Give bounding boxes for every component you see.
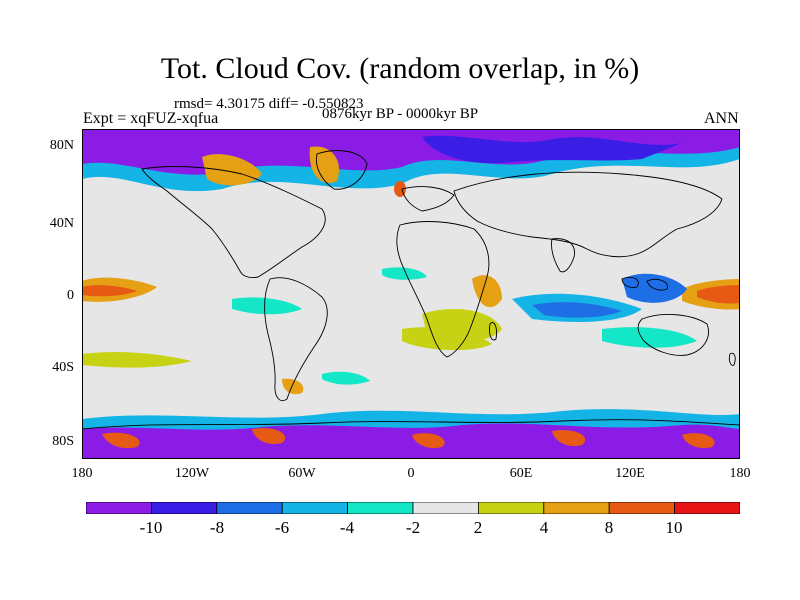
colorbar-box <box>608 502 676 514</box>
colorbar-label: -8 <box>209 518 225 537</box>
colorbar-box <box>86 502 152 514</box>
coastlines <box>82 150 740 430</box>
lat-label-80n: 80N <box>49 138 74 153</box>
season-label: ANN <box>704 110 739 127</box>
colorbar-box <box>543 502 610 514</box>
lon-label-120w: 120W <box>174 466 210 481</box>
cloud-cover-map <box>82 129 740 459</box>
lon-label-120e: 120E <box>615 466 645 481</box>
colorbar-label: -10 <box>139 518 163 537</box>
lat-label-40s: 40S <box>52 360 74 375</box>
colorbar-box <box>281 502 348 514</box>
colorbar-box <box>347 502 414 514</box>
colorbar-label: -2 <box>405 518 421 537</box>
map-border <box>82 129 740 459</box>
lat-label-80s: 80S <box>52 434 74 449</box>
lon-label-60e: 60E <box>509 466 533 481</box>
lon-label-0: 0 <box>407 466 415 481</box>
period-text: 0876kyr BP - 0000kyr BP <box>322 106 479 122</box>
colorbar-box <box>674 502 740 514</box>
lon-label-180-right: 180 <box>729 466 751 481</box>
colorbar-box <box>151 502 218 514</box>
lat-label-0: 0 <box>67 288 74 303</box>
lat-label-40n: 40N <box>49 216 74 231</box>
colorbar-label: 4 <box>539 518 549 537</box>
colorbar-label: 8 <box>604 518 614 537</box>
colorbar-box <box>216 502 283 514</box>
colorbar-label: -6 <box>274 518 290 537</box>
colorbar-box <box>477 502 545 514</box>
experiment-label: Expt = xqFUZ-xqfua <box>83 110 219 127</box>
colorbar-label: 10 <box>665 518 683 537</box>
colorbar <box>86 502 740 514</box>
colorbar-label: -4 <box>339 518 355 537</box>
lon-label-60w: 60W <box>288 466 316 481</box>
colorbar-label: 2 <box>473 518 483 537</box>
plot-title: Tot. Cloud Cov. (random overlap, in %) <box>160 52 640 85</box>
colorbar-box <box>412 502 479 514</box>
lon-label-180-left: 180 <box>71 466 93 481</box>
stats-text: rmsd= 4.30175 diff= -0.550823 <box>174 96 364 112</box>
